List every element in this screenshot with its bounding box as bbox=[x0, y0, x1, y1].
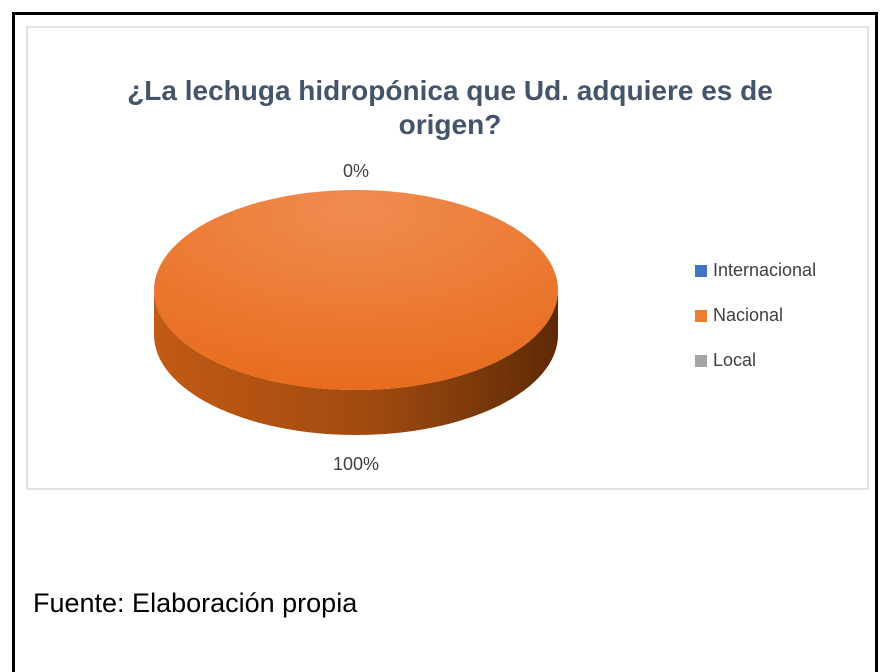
data-label: 0% bbox=[343, 161, 369, 181]
pie-slice-side bbox=[154, 290, 558, 435]
legend-swatch bbox=[695, 310, 707, 322]
chart: 0% 100% Internacional Nacional Local bbox=[26, 26, 869, 490]
legend-swatch bbox=[695, 265, 707, 277]
data-label: 100% bbox=[333, 454, 379, 474]
legend-swatch bbox=[695, 355, 707, 367]
legend-label: Local bbox=[713, 350, 756, 370]
page: 0% 100% Internacional Nacional Local ¿La lec… bbox=[12, 12, 878, 672]
pie-slice bbox=[154, 190, 558, 390]
legend-label: Internacional bbox=[713, 260, 816, 280]
source-note: Fuente: Elaboración propia bbox=[33, 588, 358, 618]
legend-label: Nacional bbox=[713, 305, 783, 325]
chart-title: ¿La lechuga hidropónica que Ud. adquiere… bbox=[127, 75, 773, 140]
page-frame bbox=[12, 12, 878, 672]
